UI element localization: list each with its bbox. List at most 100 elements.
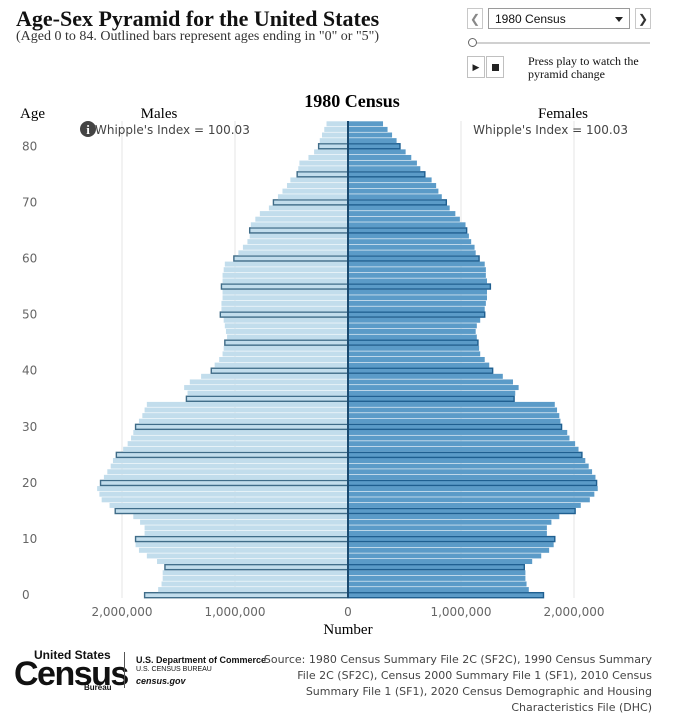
male-bar[interactable] xyxy=(225,328,348,334)
female-bar[interactable] xyxy=(347,451,583,459)
female-bar[interactable] xyxy=(348,502,581,508)
female-bar[interactable] xyxy=(348,317,481,323)
male-bar[interactable] xyxy=(161,581,348,587)
female-bar[interactable] xyxy=(347,227,468,234)
female-bar[interactable] xyxy=(348,530,547,536)
male-bar[interactable] xyxy=(189,379,348,385)
female-bar[interactable] xyxy=(348,474,596,480)
female-bar[interactable] xyxy=(348,328,476,334)
female-bar[interactable] xyxy=(348,300,486,306)
female-bar[interactable] xyxy=(347,563,525,571)
female-bar[interactable] xyxy=(348,469,593,475)
female-bar[interactable] xyxy=(348,149,406,155)
male-bar[interactable] xyxy=(133,514,348,520)
female-bar[interactable] xyxy=(347,199,448,206)
female-bar[interactable] xyxy=(348,334,477,340)
male-bar[interactable] xyxy=(233,255,349,262)
male-bar[interactable] xyxy=(308,154,348,160)
male-bar[interactable] xyxy=(201,373,348,379)
previous-button[interactable]: ❮ xyxy=(467,8,483,29)
male-bar[interactable] xyxy=(99,479,349,487)
female-bar[interactable] xyxy=(348,356,485,363)
male-bar[interactable] xyxy=(210,367,349,374)
male-bar[interactable] xyxy=(219,356,348,363)
female-bar[interactable] xyxy=(348,233,469,239)
female-bar[interactable] xyxy=(348,154,412,160)
male-bar[interactable] xyxy=(222,272,348,278)
female-bar[interactable] xyxy=(348,390,516,396)
female-bar[interactable] xyxy=(347,283,492,290)
female-bar[interactable] xyxy=(347,395,515,402)
male-bar[interactable] xyxy=(227,334,348,340)
female-bar[interactable] xyxy=(348,519,552,525)
male-bar[interactable] xyxy=(222,289,348,295)
female-bar[interactable] xyxy=(348,429,568,435)
male-bar[interactable] xyxy=(268,205,348,211)
female-bar[interactable] xyxy=(348,362,490,368)
male-bar[interactable] xyxy=(259,211,348,217)
female-bar[interactable] xyxy=(347,367,494,374)
female-bar[interactable] xyxy=(348,587,529,593)
female-bar[interactable] xyxy=(348,205,450,211)
male-bar[interactable] xyxy=(134,423,349,431)
male-bar[interactable] xyxy=(224,323,348,329)
female-bar[interactable] xyxy=(348,138,397,144)
male-bar[interactable] xyxy=(219,311,349,318)
male-bar[interactable] xyxy=(142,413,348,419)
male-bar[interactable] xyxy=(146,401,348,407)
male-bar[interactable] xyxy=(250,222,348,228)
female-bar[interactable] xyxy=(348,373,503,379)
male-bar[interactable] xyxy=(296,171,349,178)
female-bar[interactable] xyxy=(348,267,486,273)
play-button[interactable]: ▶ xyxy=(467,56,485,78)
female-bar[interactable] xyxy=(348,166,421,172)
male-bar[interactable] xyxy=(109,502,348,508)
male-bar[interactable] xyxy=(223,317,348,323)
census-select[interactable]: 1980 Census xyxy=(488,8,630,29)
female-bar[interactable] xyxy=(348,514,560,520)
male-bar[interactable] xyxy=(224,339,349,346)
female-bar[interactable] xyxy=(348,351,481,357)
female-bar[interactable] xyxy=(348,458,586,464)
female-bar[interactable] xyxy=(347,423,563,431)
male-bar[interactable] xyxy=(144,525,348,531)
male-bar[interactable] xyxy=(221,306,348,312)
female-bar[interactable] xyxy=(348,542,554,548)
female-bar[interactable] xyxy=(348,121,384,127)
male-bar[interactable] xyxy=(164,563,349,571)
male-bar[interactable] xyxy=(247,239,348,245)
male-bar[interactable] xyxy=(158,587,348,593)
female-bar[interactable] xyxy=(348,570,526,576)
male-bar[interactable] xyxy=(238,250,348,256)
male-bar[interactable] xyxy=(220,283,349,290)
male-bar[interactable] xyxy=(138,547,348,553)
female-bar[interactable] xyxy=(348,126,388,132)
male-bar[interactable] xyxy=(162,570,348,576)
female-bar[interactable] xyxy=(348,441,576,447)
female-bar[interactable] xyxy=(347,255,480,262)
male-bar[interactable] xyxy=(131,435,348,441)
male-bar[interactable] xyxy=(298,166,348,172)
male-bar[interactable] xyxy=(184,385,348,391)
male-bar[interactable] xyxy=(112,458,349,464)
female-bar[interactable] xyxy=(348,272,486,278)
male-bar[interactable] xyxy=(319,138,348,144)
male-bar[interactable] xyxy=(123,446,348,452)
male-bar[interactable] xyxy=(222,351,348,357)
female-bar[interactable] xyxy=(347,535,556,543)
male-bar[interactable] xyxy=(272,199,349,206)
female-bar[interactable] xyxy=(348,401,555,407)
male-bar[interactable] xyxy=(110,463,348,469)
female-bar[interactable] xyxy=(348,188,439,194)
female-bar[interactable] xyxy=(348,295,487,301)
male-bar[interactable] xyxy=(286,183,348,189)
male-bar[interactable] xyxy=(290,177,348,183)
census-slider-knob[interactable] xyxy=(468,38,477,47)
female-bar[interactable] xyxy=(348,244,475,250)
male-bar[interactable] xyxy=(222,278,348,284)
female-bar[interactable] xyxy=(348,497,590,503)
female-bar[interactable] xyxy=(348,132,393,138)
female-bar[interactable] xyxy=(347,339,479,346)
male-bar[interactable] xyxy=(138,418,348,424)
male-bar[interactable] xyxy=(144,530,348,536)
